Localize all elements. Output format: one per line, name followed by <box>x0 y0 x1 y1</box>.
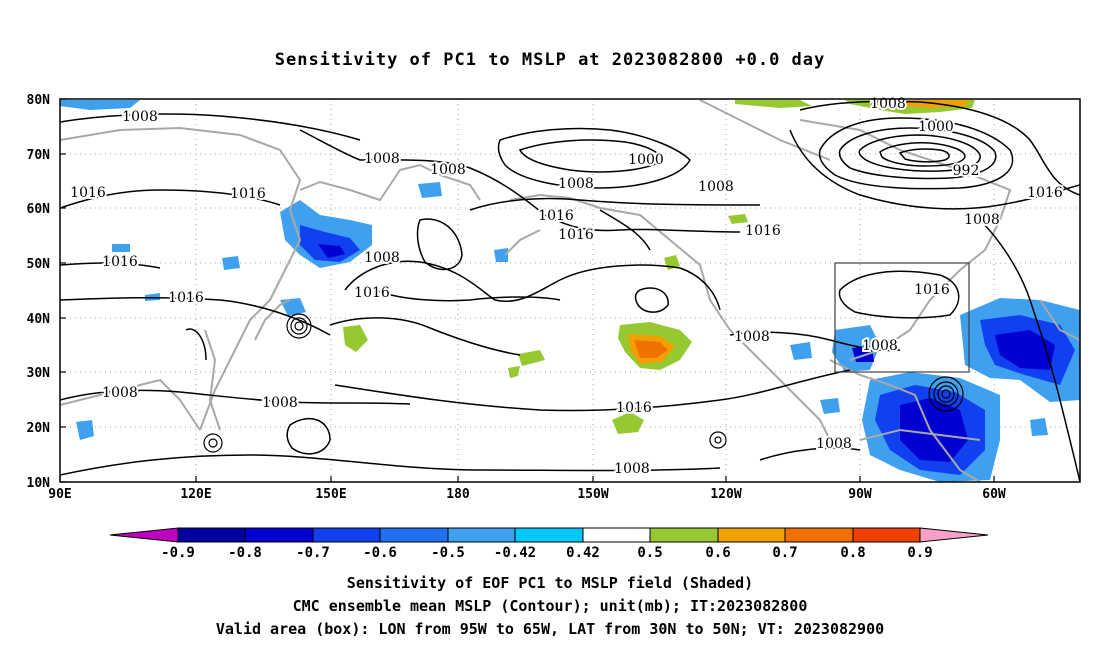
lat-label: 40N <box>27 312 51 327</box>
contour-label: 1016 <box>616 400 652 416</box>
plot-title: Sensitivity of PC1 to MSLP at 2023082800… <box>274 50 826 70</box>
colorbar-label: -0.7 <box>296 545 330 561</box>
contour-label: 1016 <box>230 186 266 202</box>
contour-label: 1008 <box>734 329 770 345</box>
axis-ticks <box>59 98 995 483</box>
contour-label: 1008 <box>558 176 594 192</box>
colorbar-segment <box>649 527 719 543</box>
colorbar-segment <box>244 527 314 543</box>
lon-label: 90W <box>848 487 872 502</box>
lon-label: 60W <box>982 487 1006 502</box>
contour-label: 1016 <box>102 254 138 270</box>
contour-label: 1016 <box>168 290 204 306</box>
contour-label: 1016 <box>354 285 390 301</box>
lon-label: 180 <box>446 487 470 502</box>
colorbar-segment <box>514 527 584 543</box>
pressure-centers <box>203 313 964 453</box>
contour-label: 1008 <box>122 109 158 125</box>
colorbar-segment <box>312 527 381 543</box>
contour-label: 1016 <box>914 282 950 298</box>
colorbar-max-triangle <box>919 527 989 543</box>
colorbar-label: -0.9 <box>161 545 195 561</box>
latitude-labels: 80N 70N 60N 50N 40N 30N 20N 10N <box>27 93 51 491</box>
colorbar-min-triangle <box>109 527 179 543</box>
contour-label: 1016 <box>558 227 594 243</box>
colorbar-label: 0.42 <box>566 545 600 561</box>
lat-label: 10N <box>27 476 51 491</box>
contour-label: 992 <box>953 163 980 179</box>
contour-labels: 1008 1008 1016 1016 1016 1016 1008 1008 … <box>68 94 1065 479</box>
contour-label: 1000 <box>918 119 954 135</box>
lat-label: 20N <box>27 421 51 436</box>
colorbar-label: -0.8 <box>228 545 262 561</box>
colorbar-label: 0.7 <box>772 545 797 561</box>
lat-label: 50N <box>27 257 51 272</box>
contour-label: 1008 <box>862 338 898 354</box>
contour-label: 1008 <box>614 461 650 477</box>
colorbar-segment <box>447 527 516 543</box>
contour-label: 1008 <box>364 250 400 266</box>
contour-label: 1008 <box>698 179 734 195</box>
contour-label: 1016 <box>70 185 106 201</box>
colorbar-label: 0.6 <box>705 545 730 561</box>
contour-label: 1008 <box>364 151 400 167</box>
colorbar-label: -0.5 <box>431 545 465 561</box>
contour-label: 1008 <box>102 385 138 401</box>
colorbar-label: 0.8 <box>840 545 865 561</box>
colorbar: -0.9 -0.8 -0.7 -0.6 -0.5 -0.42 0.42 0.5 … <box>109 527 989 561</box>
colorbar-label: 0.5 <box>637 545 662 561</box>
caption-valid-area: Valid area (box): LON from 95W to 65W, L… <box>215 620 885 638</box>
lon-label: 90E <box>48 487 71 502</box>
lon-label: 120E <box>180 487 211 502</box>
colorbar-label: -0.42 <box>494 545 536 561</box>
contour-label: 1008 <box>816 436 852 452</box>
lon-label: 120W <box>710 487 741 502</box>
lat-label: 60N <box>27 202 51 217</box>
colorbar-segment <box>852 527 921 543</box>
lat-label: 70N <box>27 148 51 163</box>
contour-label: 1016 <box>745 223 781 239</box>
caption-contour: CMC ensemble mean MSLP (Contour); unit(m… <box>292 597 808 615</box>
contour-label: 1016 <box>1027 185 1063 201</box>
colorbar-segment <box>717 527 786 543</box>
mslp-contours <box>60 100 1080 482</box>
valid-area-box <box>834 262 970 373</box>
colorbar-segment <box>177 527 246 543</box>
colorbar-label: -0.6 <box>363 545 397 561</box>
colorbar-label: 0.9 <box>907 545 932 561</box>
lon-label: 150W <box>577 487 608 502</box>
colorbar-segment <box>379 527 449 543</box>
contour-label: 1000 <box>628 152 664 168</box>
contour-label: 1008 <box>964 212 1000 228</box>
contour-label: 1008 <box>262 395 298 411</box>
lat-label: 30N <box>27 366 51 381</box>
lat-label: 80N <box>27 93 51 108</box>
contour-label: 1016 <box>538 208 574 224</box>
lon-label: 150E <box>315 487 346 502</box>
colorbar-segment <box>582 527 651 543</box>
contour-label: 1008 <box>430 162 466 178</box>
colorbar-labels: -0.9 -0.8 -0.7 -0.6 -0.5 -0.42 0.42 0.5 … <box>161 545 933 561</box>
longitude-labels: 90E 120E 150E 180 150W 120W 90W 60W <box>48 487 1006 502</box>
plot-frame <box>59 98 1081 483</box>
colorbar-segment <box>784 527 854 543</box>
caption-shaded: Sensitivity of EOF PC1 to MSLP field (Sh… <box>346 574 754 592</box>
